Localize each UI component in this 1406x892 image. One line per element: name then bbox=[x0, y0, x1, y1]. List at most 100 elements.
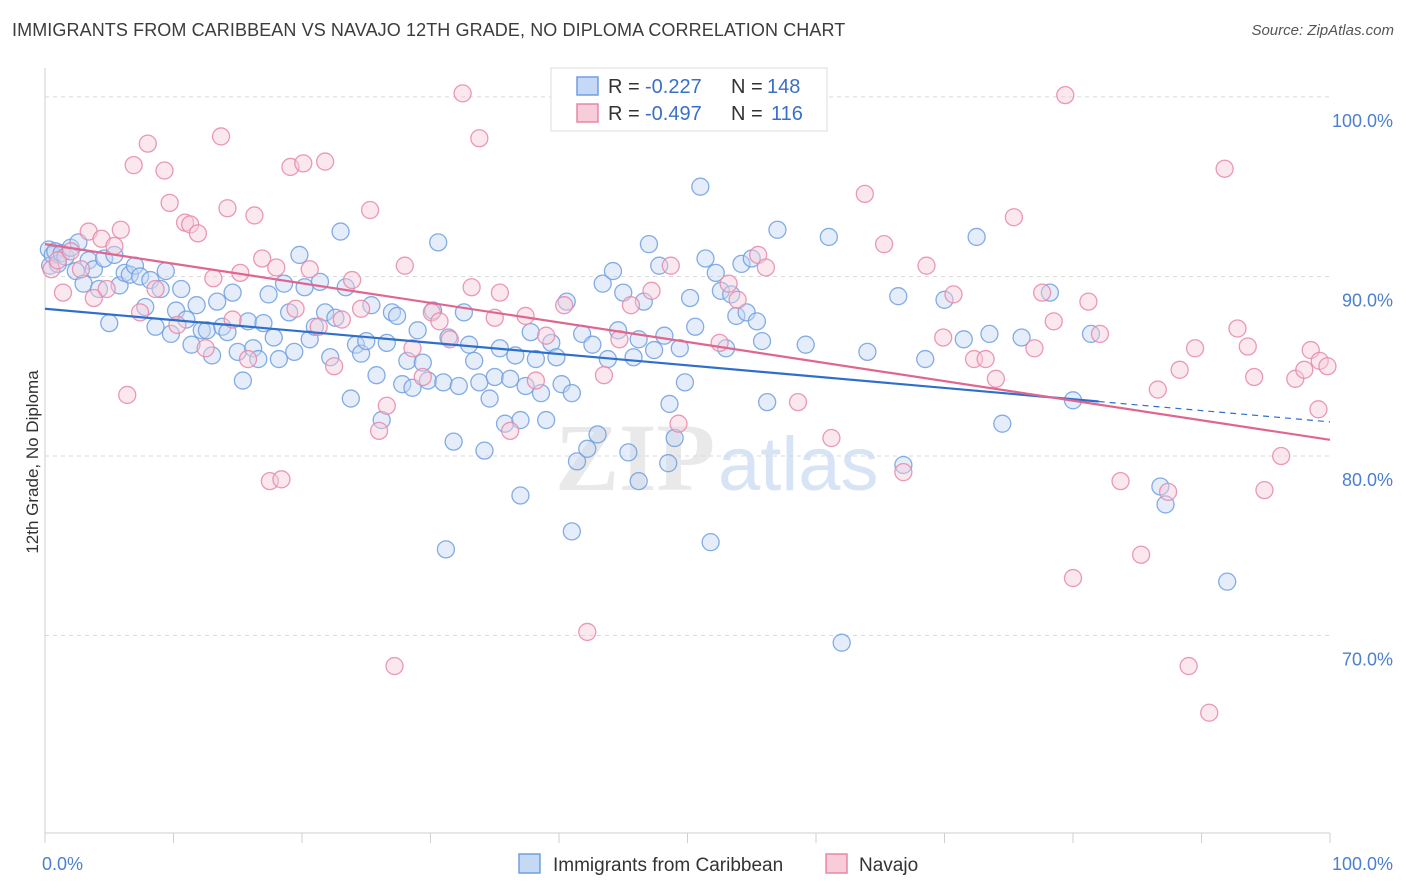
navajo-point bbox=[669, 414, 688, 433]
legend-r-value-1: -0.227 bbox=[645, 76, 702, 98]
navajo-point bbox=[286, 299, 305, 318]
navajo-point bbox=[976, 349, 995, 369]
x-tick-label-min: 0.0% bbox=[42, 854, 83, 874]
navajo-point bbox=[526, 371, 546, 390]
navajo-point bbox=[272, 470, 291, 489]
navajo-point bbox=[223, 310, 242, 329]
caribbean-point bbox=[249, 349, 268, 369]
navajo-point bbox=[1255, 480, 1274, 500]
navajo-point bbox=[413, 367, 432, 387]
navajo-point bbox=[342, 270, 362, 290]
caribbean-point bbox=[747, 312, 767, 331]
caribbean-point bbox=[187, 296, 206, 315]
caribbean-point bbox=[732, 254, 751, 274]
caribbean-point bbox=[588, 425, 607, 444]
caribbean-point bbox=[89, 279, 109, 299]
navajo-point bbox=[61, 242, 80, 261]
caribbean-point bbox=[659, 454, 678, 473]
navajo-point bbox=[260, 471, 280, 491]
caribbean-point bbox=[197, 321, 217, 340]
navajo-point bbox=[578, 622, 597, 642]
caribbean-point bbox=[156, 261, 175, 281]
caribbean-point bbox=[758, 392, 777, 412]
navajo-point bbox=[1056, 85, 1075, 105]
navajo-point bbox=[395, 256, 414, 275]
caribbean-point bbox=[655, 326, 674, 345]
caribbean-point bbox=[916, 349, 935, 369]
caribbean-point bbox=[675, 373, 695, 392]
caribbean-point bbox=[552, 375, 571, 394]
navajo-point bbox=[84, 288, 103, 308]
caribbean-point bbox=[264, 328, 283, 347]
navajo-point bbox=[1170, 360, 1189, 379]
caribbean-point bbox=[521, 322, 540, 342]
caribbean-point bbox=[136, 297, 155, 317]
navajo-point bbox=[403, 339, 422, 358]
caribbean-point bbox=[894, 455, 913, 475]
navajo-point bbox=[728, 290, 747, 309]
navajo-point bbox=[294, 154, 313, 173]
watermark-atlas: atlas bbox=[718, 422, 879, 507]
caribbean-point bbox=[624, 348, 643, 367]
caribbean-point bbox=[387, 306, 407, 326]
caribbean-point bbox=[141, 270, 160, 290]
navajo-point bbox=[501, 421, 520, 441]
navajo-point bbox=[146, 279, 165, 299]
caribbean-trend-line bbox=[44, 307, 1099, 403]
caribbean-point bbox=[130, 267, 150, 286]
navajo-trend-line bbox=[44, 243, 1331, 441]
navajo-point bbox=[462, 278, 481, 297]
caribbean-point bbox=[274, 274, 294, 293]
navajo-point bbox=[1179, 656, 1198, 676]
caribbean-point bbox=[752, 331, 772, 351]
caribbean-point bbox=[146, 317, 165, 336]
bottom-legend-label-caribbean: Immigrants from Caribbean bbox=[553, 855, 783, 876]
navajo-point bbox=[124, 156, 143, 175]
navajo-point bbox=[1238, 337, 1257, 356]
navajo-point bbox=[53, 283, 73, 302]
navajo-point bbox=[1111, 471, 1130, 491]
legend-n-value-2: 116 bbox=[771, 103, 803, 125]
navajo-point bbox=[1215, 159, 1234, 178]
caribbean-point bbox=[100, 313, 119, 333]
caribbean-point bbox=[208, 292, 227, 311]
caribbean-point bbox=[429, 233, 448, 252]
caribbean-point bbox=[980, 324, 999, 344]
navajo-point bbox=[1090, 324, 1110, 344]
x-tick-label-max: 100.0% bbox=[1332, 854, 1393, 874]
caribbean-point bbox=[686, 317, 705, 336]
caribbean-point bbox=[326, 308, 345, 327]
caribbean-point bbox=[244, 339, 263, 358]
navajo-point bbox=[204, 269, 223, 288]
navajo-point bbox=[253, 249, 272, 268]
navajo-point bbox=[369, 421, 389, 441]
caribbean-point bbox=[1040, 283, 1060, 302]
navajo-point bbox=[218, 199, 237, 218]
navajo-point bbox=[594, 366, 614, 385]
caribbean-point bbox=[305, 317, 325, 336]
navajo-point bbox=[1295, 360, 1314, 379]
navajo-point bbox=[138, 134, 157, 153]
source-label: Source: ZipAtlas.com bbox=[1251, 22, 1394, 39]
navajo-point bbox=[351, 299, 371, 318]
caribbean-point bbox=[434, 373, 453, 392]
caribbean-point bbox=[223, 283, 242, 302]
caribbean-point bbox=[832, 633, 851, 652]
navajo-point bbox=[196, 339, 215, 358]
caribbean-point bbox=[449, 376, 468, 396]
navajo-point bbox=[490, 283, 510, 302]
navajo-point bbox=[1158, 482, 1178, 502]
caribbean-point bbox=[285, 342, 304, 362]
navajo-point bbox=[1200, 703, 1219, 722]
navajo-point bbox=[1272, 446, 1291, 466]
chart-title: IMMIGRANTS FROM CARIBBEAN VS NAVAJO 12TH… bbox=[12, 20, 846, 40]
navajo-point bbox=[1318, 357, 1337, 376]
navajo-point bbox=[642, 281, 661, 300]
axes: 70.0% 80.0% 90.0% 100.0% 0.0% 100.0% bbox=[42, 68, 1393, 874]
caribbean-point bbox=[182, 335, 201, 354]
y-tick-label: 90.0% bbox=[1342, 290, 1393, 310]
caribbean-point bbox=[603, 261, 623, 281]
navajo-point bbox=[621, 296, 641, 315]
caribbean-point bbox=[408, 321, 427, 340]
navajo-point bbox=[788, 392, 808, 412]
